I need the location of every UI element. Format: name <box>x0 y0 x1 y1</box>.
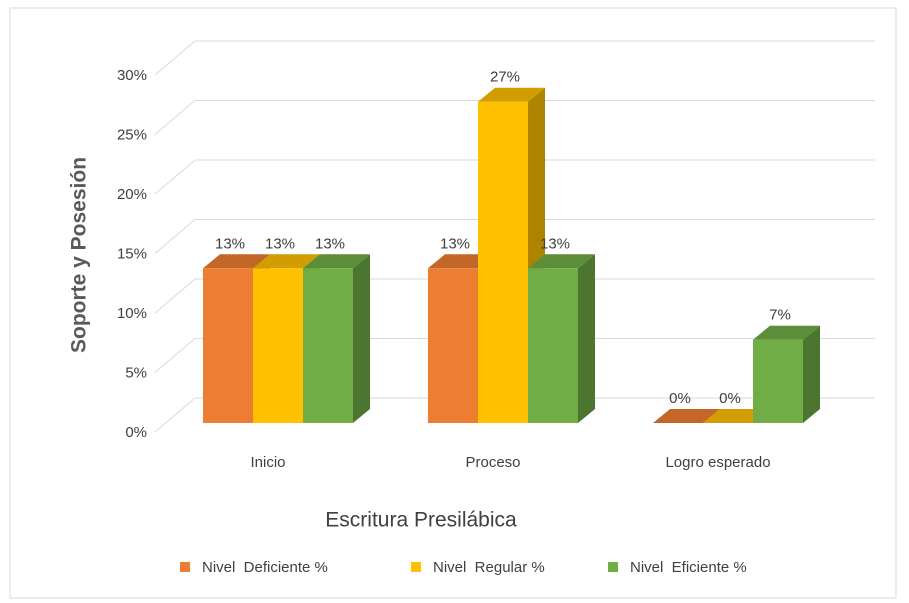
data-label: 0% <box>669 390 691 407</box>
data-label: 13% <box>315 235 345 252</box>
y-tick-label: 0% <box>125 424 147 441</box>
bar-side <box>353 254 370 423</box>
bar-top <box>253 254 320 269</box>
y-tick-label: 5% <box>125 364 147 381</box>
bar-top <box>753 325 820 340</box>
legend-label: Nivel Regular % <box>433 559 545 576</box>
bar <box>753 339 803 423</box>
y-tick-label: 10% <box>117 305 147 322</box>
legend-swatch <box>608 562 618 572</box>
bar <box>428 268 478 423</box>
x-axis-title: Escritura Presilábica <box>325 509 517 532</box>
y-axis-title: Soporte y Posesión <box>68 157 91 353</box>
data-label: 7% <box>769 307 791 324</box>
data-label: 13% <box>265 235 295 252</box>
grid-line <box>154 397 875 433</box>
legend-swatch <box>180 562 190 572</box>
bar-side <box>578 254 595 423</box>
data-label: 27% <box>490 69 520 86</box>
data-label: 13% <box>215 235 245 252</box>
grid-line <box>154 219 875 254</box>
x-tick-label: Inicio <box>250 454 285 471</box>
bar <box>528 268 578 423</box>
data-label: 13% <box>540 235 570 252</box>
legend-swatch <box>411 562 421 572</box>
bar <box>203 268 253 423</box>
grid-line <box>154 159 875 195</box>
bar <box>253 268 303 423</box>
y-tick-label: 15% <box>117 245 147 262</box>
y-tick-label: 25% <box>117 126 147 143</box>
bar <box>478 101 528 423</box>
x-tick-label: Proceso <box>465 454 520 471</box>
data-label: 13% <box>440 235 470 252</box>
data-label: 0% <box>719 390 741 407</box>
y-tick-label: 20% <box>117 186 147 203</box>
legend-label: Nivel Deficiente % <box>202 559 328 576</box>
grid-line <box>154 278 875 314</box>
bar-top <box>653 409 720 423</box>
x-tick-label: Logro esperado <box>665 454 770 471</box>
bar-side <box>803 325 820 423</box>
y-tick-label: 30% <box>117 67 147 84</box>
grid-line <box>154 100 875 135</box>
grid-line <box>154 338 875 373</box>
bar-top <box>528 254 595 269</box>
grid-line <box>154 40 875 76</box>
legend-label: Nivel Eficiente % <box>630 559 747 576</box>
bar-top <box>203 254 270 269</box>
bar <box>303 268 353 423</box>
bar-top <box>303 254 370 269</box>
bar-top <box>478 87 545 102</box>
